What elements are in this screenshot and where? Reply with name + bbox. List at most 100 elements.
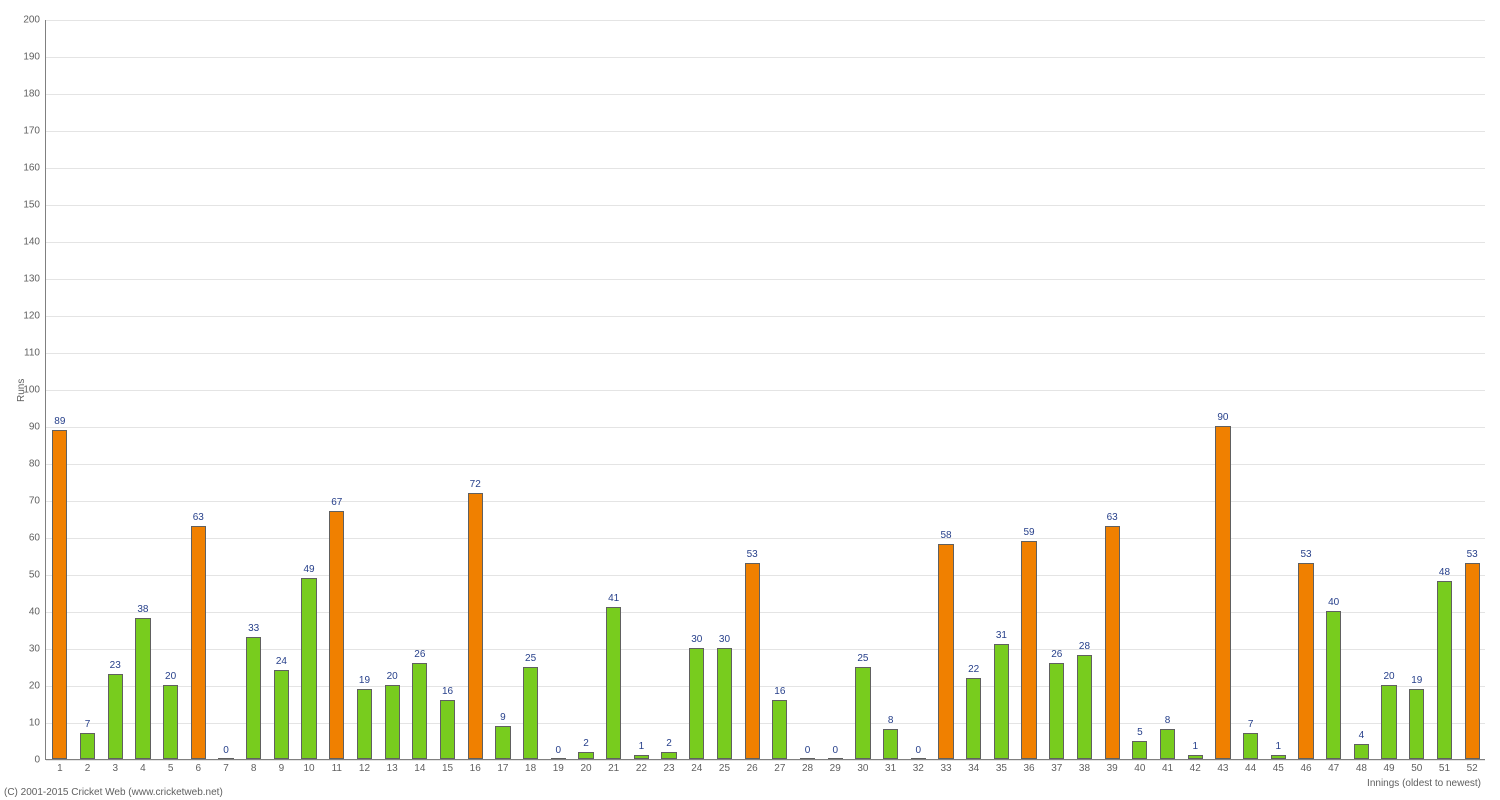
x-tick-label: 41 <box>1162 759 1173 774</box>
x-tick-label: 38 <box>1079 759 1090 774</box>
gridline <box>46 464 1485 465</box>
x-tick-label: 7 <box>223 759 229 774</box>
x-tick-label: 34 <box>968 759 979 774</box>
bar-value-label: 25 <box>525 653 536 665</box>
bar-value-label: 16 <box>442 686 453 698</box>
bar <box>523 667 538 760</box>
copyright-text: (C) 2001-2015 Cricket Web (www.cricketwe… <box>4 787 223 798</box>
x-tick-label: 28 <box>802 759 813 774</box>
y-tick-label: 100 <box>23 385 46 396</box>
bar-value-label: 28 <box>1079 641 1090 653</box>
x-tick-label: 37 <box>1051 759 1062 774</box>
bar <box>883 729 898 759</box>
x-tick-label: 25 <box>719 759 730 774</box>
x-tick-label: 31 <box>885 759 896 774</box>
bar <box>1021 541 1036 759</box>
bar <box>1298 563 1313 759</box>
x-tick-label: 32 <box>913 759 924 774</box>
chart-container: Runs Innings (oldest to newest) 01020304… <box>0 0 1500 800</box>
gridline <box>46 316 1485 317</box>
x-tick-label: 9 <box>279 759 285 774</box>
bar-value-label: 1 <box>1192 741 1198 753</box>
x-tick-label: 35 <box>996 759 1007 774</box>
bar-value-label: 63 <box>193 512 204 524</box>
bar-value-label: 26 <box>414 649 425 661</box>
bar-value-label: 30 <box>719 634 730 646</box>
bar <box>1215 426 1230 759</box>
bar <box>938 544 953 759</box>
x-tick-label: 17 <box>497 759 508 774</box>
gridline <box>46 168 1485 169</box>
bar <box>855 667 870 760</box>
bar-value-label: 58 <box>940 530 951 542</box>
bar <box>412 663 427 759</box>
plot-area: Runs Innings (oldest to newest) 01020304… <box>45 20 1485 760</box>
gridline <box>46 279 1485 280</box>
bar-value-label: 20 <box>1384 671 1395 683</box>
gridline <box>46 242 1485 243</box>
bar <box>246 637 261 759</box>
y-tick-label: 40 <box>29 607 46 618</box>
x-tick-label: 45 <box>1273 759 1284 774</box>
x-tick-label: 12 <box>359 759 370 774</box>
x-tick-label: 11 <box>332 759 342 774</box>
bar-value-label: 20 <box>165 671 176 683</box>
bar <box>1160 729 1175 759</box>
x-tick-label: 26 <box>747 759 758 774</box>
bar-value-label: 24 <box>276 656 287 668</box>
y-tick-label: 150 <box>23 200 46 211</box>
bar-value-label: 53 <box>747 549 758 561</box>
x-tick-label: 8 <box>251 759 257 774</box>
x-tick-label: 14 <box>414 759 425 774</box>
bar-value-label: 41 <box>608 593 619 605</box>
bar <box>1465 563 1480 759</box>
gridline <box>46 723 1485 724</box>
bar-value-label: 40 <box>1328 597 1339 609</box>
x-tick-label: 15 <box>442 759 453 774</box>
x-tick-label: 19 <box>553 759 564 774</box>
bar <box>1105 526 1120 759</box>
bar <box>329 511 344 759</box>
x-tick-label: 4 <box>140 759 146 774</box>
bar <box>1354 744 1369 759</box>
bar-value-label: 0 <box>916 745 922 757</box>
y-tick-label: 80 <box>29 459 46 470</box>
x-tick-label: 40 <box>1134 759 1145 774</box>
bar <box>1409 689 1424 759</box>
y-tick-label: 10 <box>29 718 46 729</box>
x-tick-label: 13 <box>387 759 398 774</box>
bar-value-label: 1 <box>639 741 645 753</box>
bar <box>661 752 676 759</box>
bar <box>495 726 510 759</box>
x-tick-label: 42 <box>1190 759 1201 774</box>
bar <box>772 700 787 759</box>
bar-value-label: 5 <box>1137 727 1143 739</box>
bar-value-label: 23 <box>110 660 121 672</box>
gridline <box>46 390 1485 391</box>
bar-value-label: 89 <box>54 416 65 428</box>
x-tick-label: 27 <box>774 759 785 774</box>
bar <box>468 493 483 759</box>
bar-value-label: 2 <box>666 738 672 750</box>
x-tick-label: 23 <box>664 759 675 774</box>
y-tick-label: 180 <box>23 89 46 100</box>
x-tick-label: 10 <box>304 759 315 774</box>
bar-value-label: 1 <box>1276 741 1282 753</box>
x-tick-label: 18 <box>525 759 536 774</box>
bar-value-label: 8 <box>888 715 894 727</box>
y-tick-label: 0 <box>34 755 46 766</box>
bar <box>578 752 593 759</box>
x-tick-label: 52 <box>1467 759 1478 774</box>
gridline <box>46 131 1485 132</box>
y-tick-label: 30 <box>29 644 46 655</box>
bar <box>301 578 316 759</box>
gridline <box>46 501 1485 502</box>
bar <box>1381 685 1396 759</box>
gridline <box>46 575 1485 576</box>
bar-value-label: 63 <box>1107 512 1118 524</box>
y-tick-label: 110 <box>24 348 46 359</box>
x-tick-label: 49 <box>1384 759 1395 774</box>
y-tick-label: 200 <box>23 15 46 26</box>
y-tick-label: 60 <box>29 533 46 544</box>
x-tick-label: 16 <box>470 759 481 774</box>
